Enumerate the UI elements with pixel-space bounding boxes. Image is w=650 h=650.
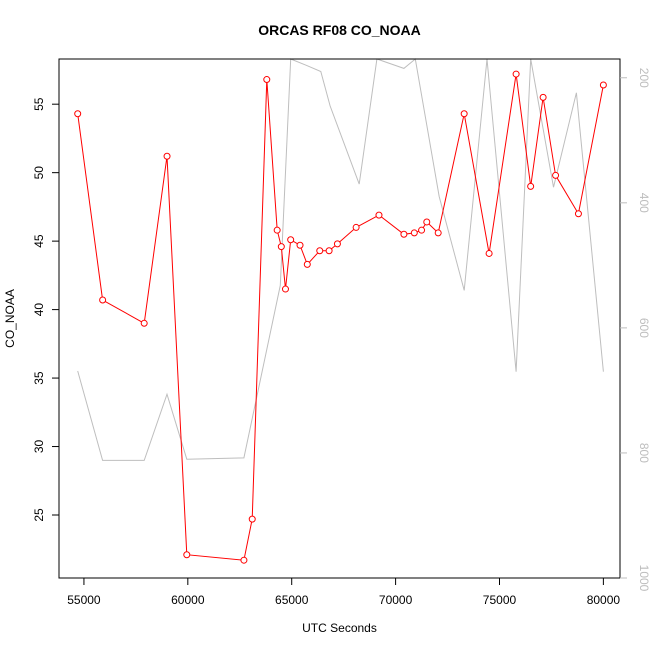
x-tick-label: 70000 — [379, 593, 413, 607]
x-tick-label: 65000 — [275, 593, 309, 607]
data-point — [485, 249, 493, 257]
y-tick-label: 55 — [32, 97, 46, 111]
y-axis: 25 30 35 40 45 50 55 — [32, 97, 59, 522]
data-point — [263, 76, 271, 84]
data-point — [423, 218, 431, 226]
data-point — [303, 260, 311, 268]
y2-tick-label: 600 — [637, 318, 650, 338]
series-pressure-line — [77, 58, 604, 461]
data-point — [140, 319, 148, 327]
data-point — [539, 93, 547, 101]
data-point — [240, 556, 248, 564]
y2-tick-label: 1000 — [637, 565, 650, 592]
data-point — [296, 241, 304, 249]
data-point — [410, 229, 418, 237]
y-tick-label: 50 — [32, 166, 46, 180]
x-tick-label: 80000 — [587, 593, 621, 607]
data-point — [574, 210, 582, 218]
data-point — [248, 515, 256, 523]
data-point — [99, 296, 107, 304]
x-axis-label: UTC Seconds — [302, 621, 377, 635]
data-point — [434, 229, 442, 237]
data-point — [400, 230, 408, 238]
y-tick-label: 30 — [32, 440, 46, 454]
y-tick-label: 25 — [32, 508, 46, 522]
y-tick-label: 35 — [32, 371, 46, 385]
data-point — [352, 223, 360, 231]
y-axis-label: CO_NOAA — [3, 289, 17, 348]
x-axis: 55000 60000 65000 70000 75000 80000 — [67, 578, 620, 607]
y-tick-label: 45 — [32, 234, 46, 248]
y2-tick-label: 200 — [637, 68, 650, 88]
y2-tick-label: 800 — [637, 443, 650, 463]
data-point — [163, 152, 171, 160]
data-point — [460, 110, 468, 118]
data-point — [325, 247, 333, 255]
chart-title: ORCAS RF08 CO_NOAA — [258, 22, 421, 38]
y-tick-label: 40 — [32, 303, 46, 317]
data-point — [599, 81, 607, 89]
y2-tick-label: 400 — [637, 193, 650, 213]
data-point — [277, 243, 285, 251]
data-point — [273, 226, 281, 234]
data-point — [527, 182, 535, 190]
data-point — [418, 226, 426, 234]
series-co-line-group — [77, 74, 604, 561]
data-point — [287, 236, 295, 244]
data-point — [375, 211, 383, 219]
plot-frame — [58, 58, 621, 579]
data-point — [183, 551, 191, 559]
x-tick-label: 75000 — [483, 593, 517, 607]
data-point — [552, 171, 560, 179]
data-point — [74, 110, 82, 118]
series-co-line — [77, 74, 604, 561]
data-point — [281, 285, 289, 293]
data-point — [512, 70, 520, 78]
series-pressure-line-group — [77, 58, 604, 461]
data-point — [333, 240, 341, 248]
x-tick-label: 55000 — [67, 593, 101, 607]
series-co-points-group — [74, 70, 607, 564]
x-tick-label: 60000 — [171, 593, 205, 607]
data-point — [316, 247, 324, 255]
y2-axis: 200 400 600 800 1000 — [620, 68, 650, 592]
